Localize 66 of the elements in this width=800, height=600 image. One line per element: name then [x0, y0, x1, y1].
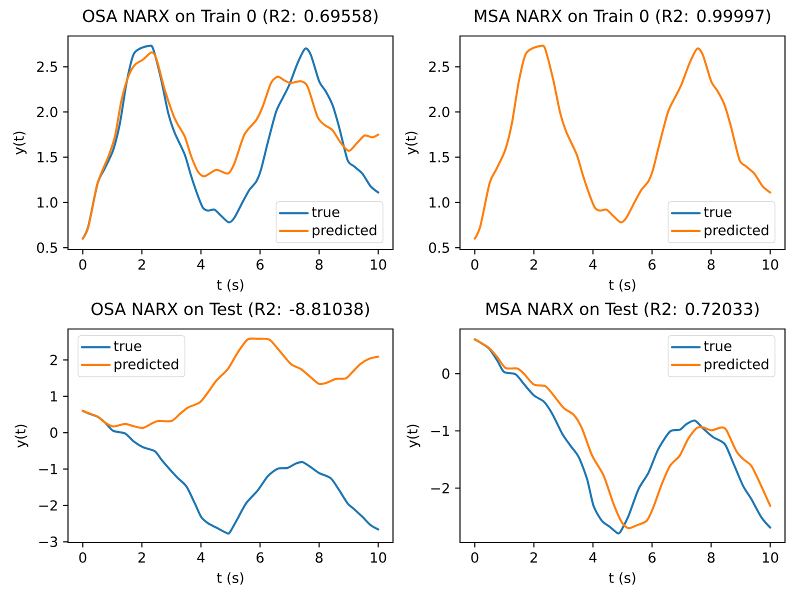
y-axis-title: y(t) [13, 132, 27, 155]
x-tick-label: 6 [648, 552, 656, 563]
y-tick-label: −1 [39, 464, 57, 474]
y-tick-label: 1.5 [430, 152, 450, 162]
x-tick-label: 6 [256, 552, 264, 563]
x-tick-label: 10 [762, 259, 778, 270]
legend-label: predicted [114, 358, 178, 372]
x-tick-label: 4 [197, 552, 205, 562]
y-tick-label: 2.0 [37, 106, 58, 118]
y-tick-label: 1 [50, 391, 57, 402]
x-axis-title: t (s) [216, 279, 244, 292]
y-tick-label: 2 [50, 354, 57, 366]
y-tick-label: 0 [50, 427, 58, 438]
x-axis-title: t (s) [216, 572, 244, 585]
x-axis-title: t (s) [608, 279, 636, 292]
x-axis-title: t (s) [608, 572, 636, 585]
y-tick-label: 0.5 [429, 242, 450, 253]
y-tick-label: 1.0 [38, 197, 58, 208]
y-tick-label: −2 [39, 500, 57, 511]
x-tick-label: 8 [708, 552, 715, 563]
x-tick-label: 8 [316, 259, 323, 270]
y-tick-label: 0 [442, 368, 450, 379]
legend-label: predicted [312, 224, 376, 238]
legend-label: predicted [704, 224, 768, 238]
y-tick-label: 2.0 [429, 106, 450, 118]
x-tick-label: 2 [138, 259, 145, 270]
legend-label: true [704, 207, 732, 218]
y-axis-title: y(t) [14, 424, 28, 448]
y-tick-label: −1 [431, 426, 449, 436]
y-tick-label: −3 [39, 536, 58, 548]
line-series [82, 338, 380, 429]
x-tick-label: 0 [471, 552, 478, 563]
y-tick-label: 2.5 [37, 61, 58, 72]
chart-title: OSA NARX on Test (R2: -8.81038) [92, 302, 369, 318]
line-series [82, 410, 380, 534]
x-tick-label: 4 [197, 259, 205, 270]
line-series [474, 44, 772, 240]
x-tick-label: 0 [79, 552, 86, 563]
x-tick-label: 0 [471, 259, 478, 270]
y-axis-title: y(t) [405, 132, 419, 155]
y-tick-label: 1.5 [38, 152, 58, 162]
legend-label: predicted [704, 358, 768, 372]
y-tick-label: −2 [431, 482, 449, 494]
x-tick-label: 6 [256, 259, 264, 270]
x-tick-label: 8 [708, 259, 715, 270]
x-tick-label: 10 [762, 552, 778, 563]
chart-title: MSA NARX on Test (R2: 0.72033) [486, 302, 759, 318]
x-tick-label: 4 [589, 259, 597, 270]
chart-title: OSA NARX on Train 0 (R2: 0.69558) [82, 9, 378, 24]
x-tick-label: 2 [530, 259, 537, 270]
x-tick-label: 8 [316, 552, 323, 563]
y-tick-label: 0.5 [37, 242, 58, 253]
x-tick-label: 0 [79, 259, 86, 270]
x-tick-label: 10 [370, 259, 386, 270]
x-tick-label: 10 [370, 552, 386, 563]
legend-label: true [312, 207, 340, 218]
chart-title: MSA NARX on Train 0 (R2: 0.99997) [475, 9, 770, 24]
x-tick-label: 2 [138, 552, 145, 563]
y-tick-label: 2.5 [429, 61, 450, 72]
x-tick-label: 2 [530, 552, 537, 563]
legend-label: true [114, 341, 142, 352]
y-tick-label: 1.0 [430, 197, 450, 208]
x-tick-label: 4 [589, 552, 597, 562]
legend-label: true [704, 341, 732, 352]
x-tick-label: 6 [648, 259, 656, 270]
y-axis-title: y(t) [406, 424, 420, 448]
